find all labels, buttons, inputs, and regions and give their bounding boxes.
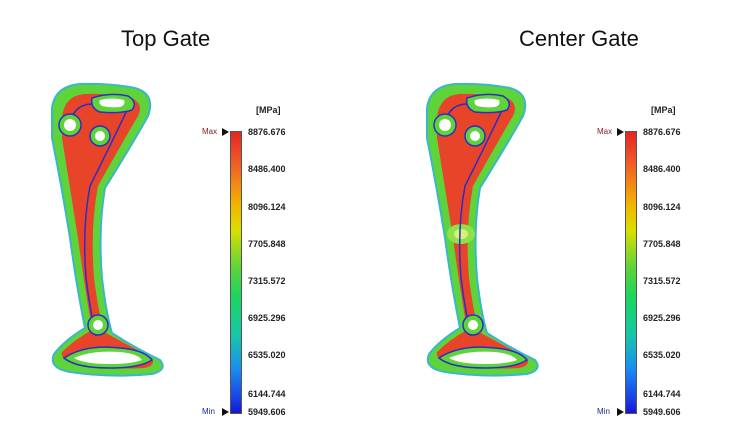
legend-min-label: Min — [597, 407, 610, 416]
legend-tick-label: 8486.400 — [248, 164, 286, 174]
panel-top-gate: Top Gate [MPa] Max Min 8876.676 8486.400… — [51, 26, 356, 430]
part-stress-plot-top-gate — [51, 82, 164, 377]
stress-legend: [MPa] Max Min 8876.676 8486.400 8096.124… — [591, 100, 751, 430]
legend-tick-label: 7705.848 — [643, 239, 681, 249]
color-scale-bar — [230, 131, 242, 414]
legend-unit: [MPa] — [256, 105, 281, 115]
legend-tick-label: 6144.744 — [643, 389, 681, 399]
legend-tick-label: 8096.124 — [643, 202, 681, 212]
legend-tick-label: 8876.676 — [643, 127, 681, 137]
legend-tick-label: 7705.848 — [248, 239, 286, 249]
legend-tick-label: 6925.296 — [643, 313, 681, 323]
legend-tick-label: 7315.572 — [248, 276, 286, 286]
max-arrow-icon — [617, 128, 624, 136]
legend-tick-label: 8486.400 — [643, 164, 681, 174]
legend-max-label: Max — [202, 127, 218, 136]
panel-center-gate: Center Gate [MPa] Max Min 8876.676 8486.… — [377, 0, 754, 440]
legend-tick-label: 5949.606 — [248, 407, 286, 417]
stress-legend: [MPa] Max Min 8876.676 8486.400 8096.124… — [196, 100, 356, 430]
legend-tick-label: 6535.020 — [643, 350, 681, 360]
color-scale-bar — [625, 131, 637, 414]
legend-unit: [MPa] — [651, 105, 676, 115]
legend-max-label: Max — [597, 127, 613, 136]
max-arrow-icon — [222, 128, 229, 136]
panel-title: Top Gate — [121, 26, 211, 51]
legend-tick-label: 8876.676 — [248, 127, 286, 137]
legend-tick-label: 6144.744 — [248, 389, 286, 399]
part-stress-plot-center-gate — [426, 82, 539, 377]
panel-title: Center Gate — [519, 26, 639, 51]
legend-min-label: Min — [202, 407, 215, 416]
min-arrow-icon — [617, 408, 624, 416]
legend-tick-label: 6535.020 — [248, 350, 286, 360]
min-arrow-icon — [222, 408, 229, 416]
legend-tick-label: 6925.296 — [248, 313, 286, 323]
legend-tick-label: 5949.606 — [643, 407, 681, 417]
legend-tick-label: 8096.124 — [248, 202, 286, 212]
legend-tick-label: 7315.572 — [643, 276, 681, 286]
